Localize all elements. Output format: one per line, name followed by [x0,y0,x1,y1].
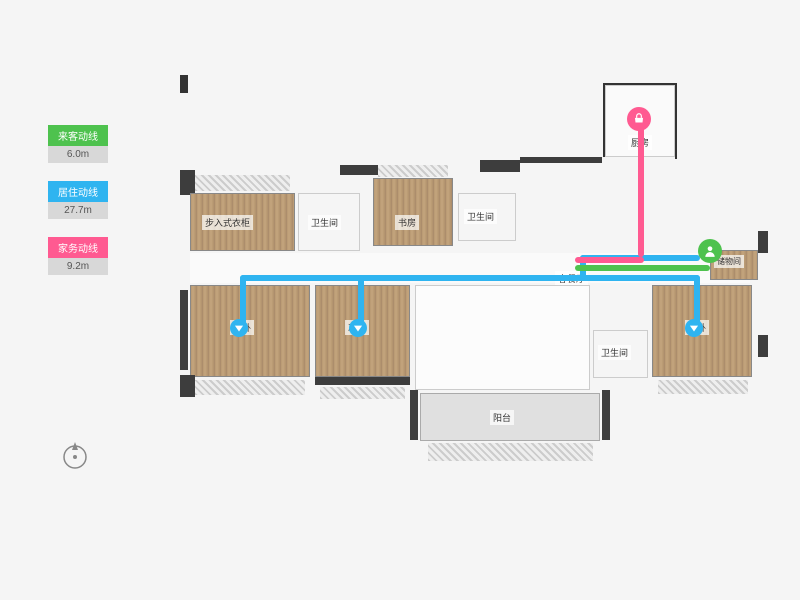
wall [603,83,677,85]
legend-chore-label: 家务动线 [48,237,108,258]
endpoint-live-icon [349,319,367,337]
wall-seg [180,75,188,93]
room-living [415,285,590,390]
legend-item-live: 居住动线 27.7m [48,181,108,219]
wall-ext [602,390,610,440]
wall-ext [480,160,525,172]
wall-ext [315,377,410,385]
passage [593,285,649,327]
room-study [373,178,453,246]
path-live-master [240,275,246,325]
path-guest [575,265,710,271]
balcony-hatch [428,443,593,461]
label-bath2: 卫生间 [464,209,497,224]
label-study: 书房 [395,215,419,230]
endpoint-chore-icon [627,107,651,131]
legend-guest-label: 来客动线 [48,125,108,146]
label-closet: 步入式衣柜 [202,215,253,230]
window-hatch [195,380,305,395]
compass-icon [60,440,90,470]
endpoint-guest-icon [698,239,722,263]
path-chore-h [575,257,644,263]
label-bath1: 卫生间 [308,215,341,230]
floorplan: 厨房 步入式衣柜 卫生间 书房 卫生间 客餐厅 储物间 主卧 次卧 卫生间 [180,75,770,495]
window-hatch [195,175,290,191]
window-hatch [378,165,448,177]
legend-item-chore: 家务动线 9.2m [48,237,108,275]
area-entry [520,157,675,257]
endpoint-live-icon [685,319,703,337]
wall-ext [758,231,768,253]
wall-ext [758,335,768,357]
legend: 来客动线 6.0m 居住动线 27.7m 家务动线 9.2m [48,125,108,293]
path-live-main [240,275,700,281]
legend-live-value: 27.7m [48,202,108,219]
wall-ext [180,290,188,370]
wall [675,83,677,159]
legend-live-label: 居住动线 [48,181,108,202]
wall-ext [180,375,195,397]
wall-ext [180,170,195,195]
window-hatch [658,380,748,394]
legend-chore-value: 9.2m [48,258,108,275]
wall [603,83,605,159]
label-balcony: 阳台 [490,410,514,425]
wall-ext [410,390,418,440]
path-chore-v [638,125,644,257]
legend-guest-value: 6.0m [48,146,108,163]
endpoint-live-icon [230,319,248,337]
path-live-bed3 [694,275,700,325]
label-bath3: 卫生间 [598,345,631,360]
wall [520,157,602,163]
legend-item-guest: 来客动线 6.0m [48,125,108,163]
path-live-bed2 [358,275,364,325]
window-hatch [320,387,405,399]
